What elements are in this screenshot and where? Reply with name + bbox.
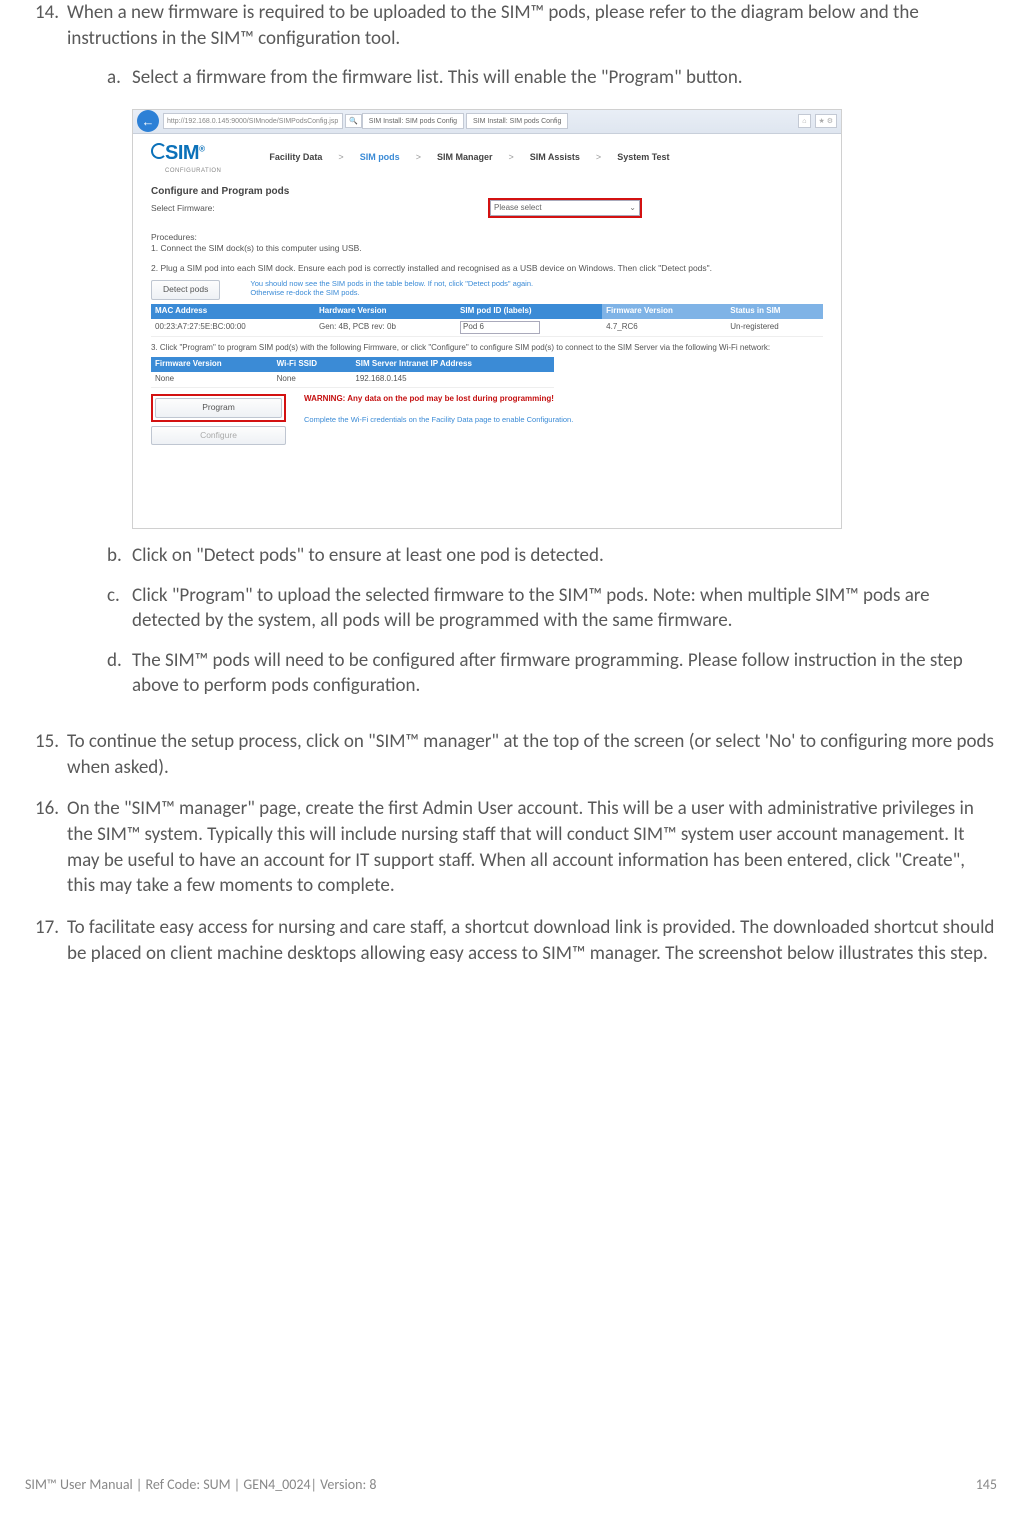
item-15-text: To continue the setup process, click on … [67, 729, 997, 780]
detect-hint: You should now see the SIM pods in the t… [250, 280, 533, 297]
subitem-a-letter: a. [67, 65, 132, 91]
configure-note: Complete the Wi-Fi credentials on the Fa… [304, 415, 573, 425]
item-14-text: When a new firmware is required to be up… [67, 1, 919, 50]
subitem-b-letter: b. [67, 543, 132, 569]
list-number-15: 15. [25, 729, 67, 780]
firmware-select: Please select⌄ [490, 200, 640, 216]
nav-facility: Facility Data [261, 151, 330, 163]
subitem-b-text: Click on "Detect pods" to ensure at leas… [132, 543, 997, 569]
network-table: Firmware Version Wi-Fi SSID SIM Server I… [151, 357, 554, 388]
procedures-label: Procedures: [151, 232, 823, 243]
select-firmware-label: Select Firmware: [151, 203, 215, 214]
browser-tab-1: SIM Install: SIM pods Config [362, 113, 464, 129]
footer-page-number: 145 [976, 1476, 997, 1495]
subitem-d-text: The SIM™ pods will need to be configured… [132, 648, 997, 699]
browser-chrome: ← http://192.168.0.145:9000/SIMnode/SIMP… [133, 110, 841, 134]
window-tools-icon: ★ ⚙ [815, 114, 838, 128]
item-16-text: On the "SIM™ manager" page, create the f… [67, 796, 997, 899]
th2-wifi: Wi-Fi SSID [273, 357, 352, 372]
nav-tabs: Facility Data> SIM pods> SIM Manager> SI… [261, 151, 677, 163]
subitem-c-text: Click "Program" to upload the selected f… [132, 583, 997, 634]
procedure-1: 1. Connect the SIM dock(s) to this compu… [151, 243, 823, 254]
configure-section-title: Configure and Program pods [151, 185, 823, 199]
procedure-2: 2. Plug a SIM pod into each SIM dock. En… [151, 263, 823, 274]
th-podid: SIM pod ID (labels) [456, 304, 602, 319]
embedded-screenshot: ← http://192.168.0.145:9000/SIMnode/SIMP… [132, 109, 842, 529]
program-button: Program [155, 398, 282, 417]
detect-pods-button: Detect pods [151, 280, 220, 299]
back-icon: ← [137, 110, 159, 132]
footer-left: SIM™ User Manual | Ref Code: SUM | GEN4_… [25, 1476, 376, 1495]
nav-assists: SIM Assists [522, 151, 588, 163]
subitem-a-text: Select a firmware from the firmware list… [132, 65, 997, 91]
th-hw: Hardware Version [315, 304, 456, 319]
address-bar: http://192.168.0.145:9000/SIMnode/SIMPod… [163, 113, 343, 129]
browser-tab-2: SIM Install: SIM pods Config [466, 113, 568, 129]
subitem-d-letter: d. [67, 648, 132, 699]
search-controls: 🔍 [345, 114, 362, 128]
pods-table: MAC Address Hardware Version SIM pod ID … [151, 304, 823, 337]
sim-logo: SIM® [151, 140, 221, 167]
subitem-c-letter: c. [67, 583, 132, 634]
configure-button: Configure [151, 426, 286, 445]
th-mac: MAC Address [151, 304, 315, 319]
window-home-icon: ⌂ [798, 114, 810, 128]
nav-simpods: SIM pods [352, 151, 408, 163]
th2-fw: Firmware Version [151, 357, 273, 372]
procedure-3: 3. Click "Program" to program SIM pod(s)… [151, 343, 823, 354]
page-footer: SIM™ User Manual | Ref Code: SUM | GEN4_… [25, 1476, 997, 1495]
th-status: Status in SIM [726, 304, 823, 319]
nav-systemtest: System Test [609, 151, 677, 163]
th-fw: Firmware Version [602, 304, 726, 319]
list-number-14: 14. [25, 0, 67, 713]
table-row: None None 192.168.0.145 [151, 372, 554, 387]
table-row: 00:23:A7:27:5E:BC:00:00 Gen: 4B, PCB rev… [151, 319, 823, 337]
sim-logo-subtitle: CONFIGURATION [165, 167, 221, 175]
pod-id-input: Pod 6 [460, 321, 540, 334]
nav-manager: SIM Manager [429, 151, 501, 163]
list-number-17: 17. [25, 915, 67, 966]
th2-ip: SIM Server Intranet IP Address [351, 357, 554, 372]
warning-text: WARNING: Any data on the pod may be lost… [304, 394, 573, 405]
list-number-16: 16. [25, 796, 67, 899]
item-17-text: To facilitate easy access for nursing an… [67, 915, 997, 966]
chevron-down-icon: ⌄ [629, 203, 639, 214]
